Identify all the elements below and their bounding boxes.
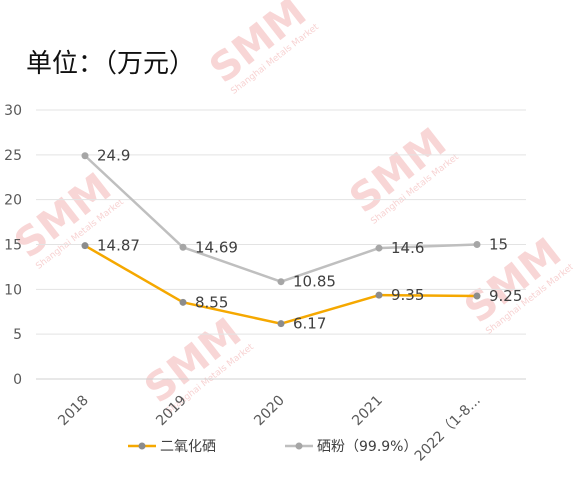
x-tick-label: 2022（1-8...: [412, 393, 484, 465]
data-point: [375, 291, 383, 299]
chart-title: 单位：（万元）: [26, 49, 195, 79]
y-tick-label: 10: [4, 282, 22, 298]
series-2: 24.9 14.69 10.85 14.6 15: [81, 147, 508, 291]
legend-label: 二氧化硒: [160, 439, 216, 455]
legend-item: 硒粉（99.9%）: [285, 439, 417, 455]
x-tick-label: 2021: [349, 393, 386, 430]
x-tick-label: 2020: [251, 393, 288, 430]
y-tick-label: 25: [4, 148, 22, 164]
data-point: [81, 152, 89, 160]
y-axis: 0 5 10 15 20 25 30: [4, 103, 22, 388]
data-label: 8.55: [195, 293, 228, 311]
data-point: [179, 298, 187, 306]
y-tick-label: 5: [13, 327, 22, 343]
legend-marker: [295, 442, 303, 450]
data-label: 9.25: [489, 287, 522, 305]
data-label: 14.6: [391, 239, 424, 257]
data-label: 24.9: [97, 147, 130, 165]
y-tick-label: 20: [4, 193, 22, 209]
y-tick-label: 30: [4, 103, 22, 119]
gridlines: [36, 109, 526, 380]
legend-marker: [138, 442, 146, 450]
data-label: 15: [489, 236, 508, 254]
data-label: 6.17: [293, 315, 326, 333]
data-point: [473, 241, 481, 248]
series-1: 14.87 8.55 6.17 9.35 9.25: [81, 237, 522, 333]
data-point: [473, 292, 481, 300]
data-point: [81, 242, 89, 250]
data-point: [179, 243, 187, 251]
legend-item: 二氧化硒: [128, 439, 216, 455]
data-point: [277, 278, 285, 286]
data-label: 9.35: [391, 286, 424, 304]
data-point: [277, 320, 285, 328]
y-tick-label: 0: [13, 372, 22, 388]
legend: 二氧化硒 硒粉（99.9%）: [128, 439, 417, 455]
data-label: 14.69: [195, 238, 238, 256]
data-label: 14.87: [97, 237, 140, 255]
y-tick-label: 15: [4, 238, 22, 254]
legend-label: 硒粉（99.9%）: [317, 439, 417, 455]
x-axis: 2018 2019 2020 2021 2022（1-8...: [55, 393, 484, 465]
data-point: [375, 244, 383, 252]
x-tick-label: 2018: [55, 393, 92, 430]
data-label: 10.85: [293, 273, 336, 291]
